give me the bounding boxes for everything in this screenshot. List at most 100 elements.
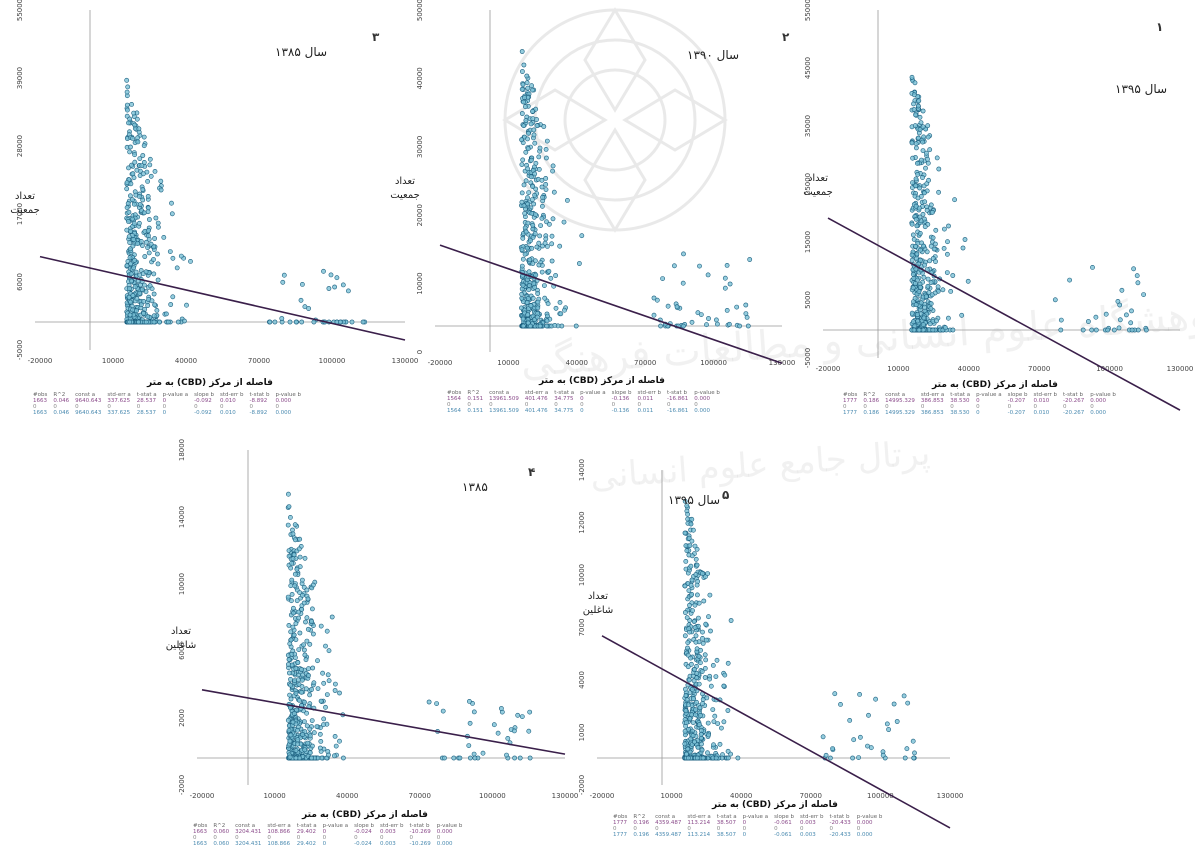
data-point [692, 625, 698, 630]
stats-cell: 113.214 [687, 832, 711, 838]
data-point [519, 263, 525, 269]
data-point [321, 680, 327, 686]
data-point [1111, 327, 1117, 333]
data-point [525, 136, 530, 142]
stats-cell: 386.853 [920, 398, 944, 404]
data-point [685, 746, 691, 752]
data-point [124, 205, 130, 210]
data-point [1119, 287, 1125, 293]
scatter-plot: 14000 12000 10000 7000 4000 1000 -2000 -20000 10… [578, 459, 963, 829]
data-point [304, 638, 310, 644]
stats-cell: 0 [489, 402, 493, 408]
stats-cell: 0 [829, 826, 834, 832]
data-point [163, 311, 169, 317]
data-point [126, 209, 132, 215]
stats-cell: 0 [267, 835, 271, 841]
data-point [708, 628, 713, 634]
data-point [332, 284, 337, 290]
stats-header-cell: p-value b [275, 392, 302, 398]
data-point [451, 755, 457, 761]
data-point [285, 491, 291, 497]
data-point [523, 178, 529, 184]
stats-cell: 0 [716, 826, 721, 832]
data-point [360, 319, 366, 325]
data-point [873, 696, 878, 702]
data-point [307, 726, 313, 732]
data-point [920, 175, 925, 180]
stats-cell: 0 [409, 835, 414, 841]
data-point [865, 743, 870, 749]
data-point [725, 660, 731, 666]
data-point [901, 693, 907, 699]
data-point [128, 299, 133, 305]
data-point [143, 269, 149, 275]
x-tick-label: 130000 [392, 357, 419, 365]
data-point [683, 708, 689, 714]
data-point [544, 243, 550, 249]
stats-cell: 38.507 [716, 820, 737, 826]
y-tick-label: 5000 [804, 291, 812, 309]
stats-cell: -20.433 [829, 832, 851, 838]
data-point [143, 239, 149, 245]
data-point [130, 135, 135, 141]
data-point [926, 177, 932, 183]
data-point [696, 653, 702, 659]
x-axis-label: فاصله از مرکز (CBD) به متر [147, 378, 273, 388]
stats-cell: -10.269 [409, 829, 431, 835]
data-point [1123, 312, 1129, 318]
data-point [139, 287, 145, 292]
data-point [125, 107, 130, 113]
data-point [528, 238, 533, 243]
y-tick-label: 50000 [416, 0, 424, 21]
data-point [700, 640, 706, 646]
stats-cell: 14995.329 [885, 410, 915, 416]
data-point [704, 695, 710, 701]
data-point [941, 245, 947, 251]
data-point [300, 592, 305, 598]
data-point [537, 145, 543, 151]
data-point [917, 114, 923, 120]
data-point [1128, 320, 1134, 326]
data-point [930, 209, 935, 215]
stats-cell: 0 [193, 835, 197, 841]
data-point [523, 104, 528, 110]
stats-cell: 0.000 [1090, 398, 1106, 404]
data-point [145, 314, 151, 320]
data-point [700, 629, 705, 635]
stats-cell: 0 [1007, 404, 1012, 410]
stats-cell: -0.061 [774, 832, 792, 838]
stats-cell: 1777 [613, 820, 627, 826]
data-point [915, 171, 921, 177]
data-point [299, 281, 305, 287]
data-point [512, 755, 517, 761]
data-point [519, 199, 525, 205]
stats-cell: 4359.487 [655, 820, 682, 826]
data-point [910, 271, 916, 277]
data-point [528, 323, 533, 329]
stats-cell: -8.892 [249, 398, 268, 404]
y-tick-label: 40000 [416, 67, 424, 89]
data-point [127, 312, 133, 318]
data-point [543, 175, 549, 181]
data-point [925, 160, 931, 166]
data-point [1143, 327, 1149, 333]
data-point [671, 263, 677, 269]
data-point [124, 77, 130, 83]
stats-header-cell: t-stat b [249, 392, 270, 398]
stats-cell: -10.269 [409, 841, 431, 847]
data-point [297, 554, 303, 560]
data-point [124, 186, 130, 192]
data-point [126, 294, 132, 300]
data-point [925, 283, 931, 289]
stats-header-cell: slope b [1007, 392, 1028, 398]
data-point [302, 747, 308, 753]
data-point [288, 583, 294, 589]
stats-cell: 0.186 [863, 410, 880, 416]
data-point [127, 255, 133, 261]
data-point [880, 752, 886, 758]
data-point [292, 537, 298, 543]
stats-header-cell: p-value b [694, 390, 720, 396]
data-point [151, 244, 157, 250]
data-point [124, 102, 130, 108]
data-point [928, 305, 934, 311]
